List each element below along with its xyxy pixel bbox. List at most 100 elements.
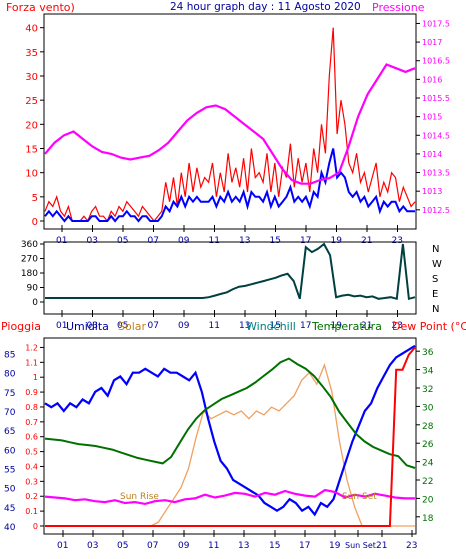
panel-humidity-temp-content: 40 45 50 55 60 65 70 75 80 85 0 0.1 0.2 0.3 0.4 0.5 0.6 0… — [4, 343, 434, 551]
rain-axis-label: 0 — [33, 522, 38, 531]
legend-temperatura: Temperatura — [311, 320, 382, 333]
legend-dewpoint: Dew Point (°C) — [392, 320, 466, 333]
panel1-x-label: 15 — [270, 236, 281, 246]
legend-pioggia: Pioggia — [1, 320, 41, 333]
wind-axis-label: 20 — [25, 120, 38, 131]
temp-axis-label: 34 — [422, 367, 434, 377]
panel1-x-label: 07 — [148, 236, 159, 246]
rain-axis-label: 0.4 — [25, 462, 38, 471]
panel3-x-label: 15 — [269, 541, 280, 551]
panel3-x-label: 05 — [117, 541, 128, 551]
temp-axis-label: 36 — [422, 348, 434, 358]
temp-axis-label: 30 — [422, 403, 434, 413]
pressure-axis-label: 1016.5 — [422, 57, 450, 66]
panel2-x-label: 07 — [148, 321, 159, 331]
humidity-axis-label: 50 — [4, 485, 16, 495]
humidity-axis-label: 75 — [4, 389, 15, 399]
sunset-label: Sun Set — [342, 492, 377, 502]
humidity-line — [44, 344, 416, 517]
panel1-x-label: 13 — [239, 236, 250, 246]
panel3-x-label: 21 — [376, 541, 387, 551]
pressure-axis-label: 1014 — [422, 150, 442, 159]
panel3-x-label: 03 — [87, 541, 98, 551]
humidity-axis-label: 70 — [4, 408, 16, 418]
panel1-x-label: 03 — [87, 236, 98, 246]
panel2-x-label: 03 — [87, 321, 98, 331]
panel-wind-pressure — [43, 13, 417, 230]
pressure-axis-label: 1017.5 — [422, 19, 450, 28]
panel1-x-label: 17 — [300, 236, 311, 246]
pressure-axis-label: 1015.5 — [422, 94, 450, 103]
panel3-x-label: 11 — [208, 541, 219, 551]
humidity-axis-label: 55 — [4, 466, 15, 476]
temp-axis-label: 32 — [422, 385, 433, 395]
pressure-line — [44, 63, 416, 185]
panel1-x-label: 23 — [392, 236, 403, 246]
panel3-x-label: 09 — [178, 541, 190, 551]
humidity-axis-label: 80 — [4, 370, 16, 380]
wind-direction-line — [45, 242, 416, 301]
rain-axis-label: 0.7 — [25, 418, 38, 427]
humidity-axis-label: 85 — [4, 351, 15, 361]
temperature-line — [44, 357, 416, 469]
rain-axis-label: 1.2 — [25, 343, 38, 352]
wind-axis-label: 5 — [32, 193, 38, 204]
panel3-x-label: Sun Set — [345, 541, 376, 550]
temp-axis-label: 20 — [422, 495, 434, 505]
rain-axis-label: 1 — [33, 373, 38, 382]
wind-axis-label: 10 — [25, 169, 38, 180]
temp-axis-label: 24 — [422, 459, 434, 469]
pressure-axis-label: 1013 — [422, 187, 442, 196]
rain-axis-label: 0.8 — [25, 403, 38, 412]
panel3-x-label: 01 — [57, 541, 68, 551]
rain-line — [45, 346, 416, 527]
temp-axis-label: 22 — [422, 477, 433, 487]
panel2-x-label: 17 — [300, 321, 311, 331]
panel1-x-label: 11 — [209, 236, 220, 246]
panel2-x-label: 09 — [178, 321, 190, 331]
wind-axis-label: 15 — [25, 145, 38, 156]
rain-axis-label: 0.2 — [25, 492, 38, 501]
legend-umidita: Umidita — [66, 320, 109, 333]
panel1-x-label: 05 — [117, 236, 128, 246]
wind-axis-label: 25 — [25, 96, 38, 107]
wind-gust-line — [44, 27, 416, 223]
legend-windchill: Windchill — [246, 320, 296, 333]
compass-label: E — [432, 289, 438, 300]
panel1-x-label: 09 — [178, 236, 190, 246]
panel3-x-label: 13 — [238, 541, 249, 551]
legend-solar: Solar — [118, 320, 147, 333]
panel2-x-label: 15 — [270, 321, 281, 331]
panel2-x-label: 19 — [331, 321, 343, 331]
panel3-x-label: 23 — [406, 541, 417, 551]
dewpoint-line — [44, 488, 415, 506]
direction-axis-label: 0 — [32, 298, 38, 308]
header-pressure-label: Pressione — [372, 1, 425, 14]
temp-axis-label: 18 — [422, 514, 434, 524]
panel3-x-label: 07 — [147, 541, 158, 551]
direction-axis-label: 270 — [21, 255, 38, 265]
rain-axis-label: 0.6 — [25, 433, 38, 442]
direction-axis-label: 90 — [27, 284, 39, 294]
temp-axis-label: 28 — [422, 422, 434, 432]
rain-axis-label: 0.9 — [25, 388, 38, 397]
compass-label: N — [432, 244, 439, 255]
humidity-axis-label: 40 — [4, 523, 16, 533]
sunrise-label: Sun Rise — [120, 492, 159, 502]
humidity-axis-label: 45 — [4, 504, 15, 514]
rain-axis-label: 0.1 — [25, 507, 38, 516]
temp-axis-label: 26 — [422, 440, 434, 450]
panel2-x-label: 23 — [392, 321, 403, 331]
pressure-axis-label: 1017 — [422, 38, 442, 47]
panel-wind-direction — [43, 241, 417, 315]
pressure-axis-label: 1013.5 — [422, 169, 450, 178]
panel2-x-label: 13 — [239, 321, 250, 331]
panel2-x-label: 01 — [56, 321, 67, 331]
header-title: 24 hour graph day : 11 Agosto 2020 — [170, 1, 361, 13]
direction-axis-label: 360 — [21, 240, 38, 250]
panel1-x-label: 21 — [361, 236, 372, 246]
rain-axis-label: 0.3 — [25, 477, 38, 486]
compass-label: W — [432, 259, 442, 270]
wind-speed-line — [44, 148, 415, 223]
